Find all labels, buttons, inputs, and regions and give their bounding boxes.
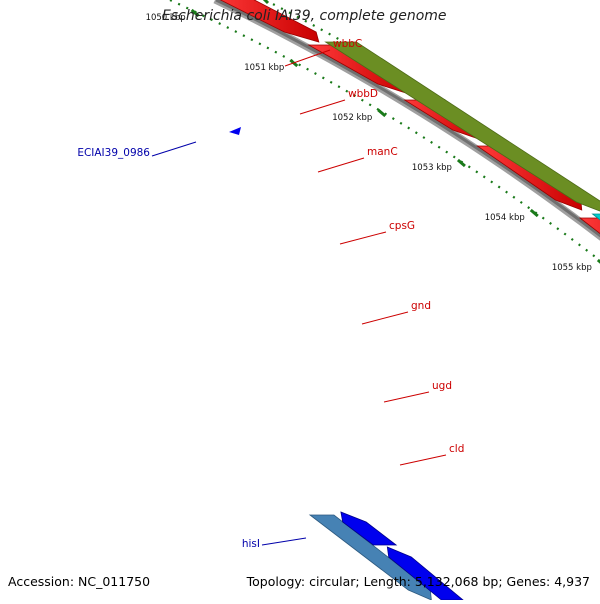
gene-leader-line (399, 454, 447, 466)
cds-arrow-red (219, 0, 320, 43)
cds-arrow-blue (340, 511, 398, 546)
gene-label-ugd: ugd (432, 380, 452, 392)
scale-tick (190, 8, 200, 18)
gene-leader-line (284, 49, 331, 67)
small-feature-marker (229, 127, 241, 135)
accession-text: Accession: NC_011750 (8, 574, 151, 589)
gene-leader-line (317, 157, 365, 173)
cds-arrow-olive (324, 41, 600, 212)
scale-tick-label: 1050 kbp (146, 13, 186, 23)
cds-arrow-red (578, 217, 600, 235)
gene-leader-line (299, 99, 346, 115)
gene-leader-line (361, 311, 409, 325)
scale-tick-label: 1052 kbp (332, 113, 372, 123)
cds-arrow-steelblue (308, 514, 432, 601)
cds-arrow-cyan (591, 213, 600, 221)
outer-ruler-line (264, 0, 600, 210)
gene-label-wbbc: wbbC (333, 38, 362, 50)
gene-label-cpsg: cpsG (389, 220, 415, 232)
map-title: Escherichia coli IAI39, complete genome (162, 8, 447, 24)
scale-tick (529, 208, 539, 218)
scale-tick (377, 108, 387, 118)
gene-label-cld: cld (449, 443, 464, 455)
scale-tick (456, 158, 466, 168)
gene-labels: wbbC wbbD manC cpsG gnd ugd cld ECIAI39_0986his… (77, 38, 464, 550)
scale-tick-label: 1051 kbp (244, 63, 284, 73)
gene-label-hisi: hisI (242, 538, 260, 550)
gene-leader-line (261, 537, 307, 546)
feature-track (219, 0, 600, 601)
gene-label-gnd: gnd (411, 300, 431, 312)
gene-label-manc: manC (367, 146, 398, 158)
gene-leader-line (151, 141, 197, 157)
scale-tick-label: 1053 kbp (412, 163, 452, 173)
genome-summary-text: Topology: circular; Length: 5,132,068 bp… (246, 574, 590, 589)
gene-label-wbbd: wbbD (348, 88, 378, 100)
gene-leader-line (339, 231, 387, 245)
inner-ruler-line (169, 0, 600, 262)
scale-tick-label: 1054 kbp (485, 213, 525, 223)
outer-scale-tick (262, 0, 270, 5)
backbone (213, 0, 600, 241)
scale-tick (596, 258, 600, 264)
scale-tick-label: 1055 kbp (552, 263, 592, 273)
gene-label-eciai39_0986: ECIAI39_0986 (77, 147, 150, 159)
gene-leader-line (383, 391, 430, 403)
